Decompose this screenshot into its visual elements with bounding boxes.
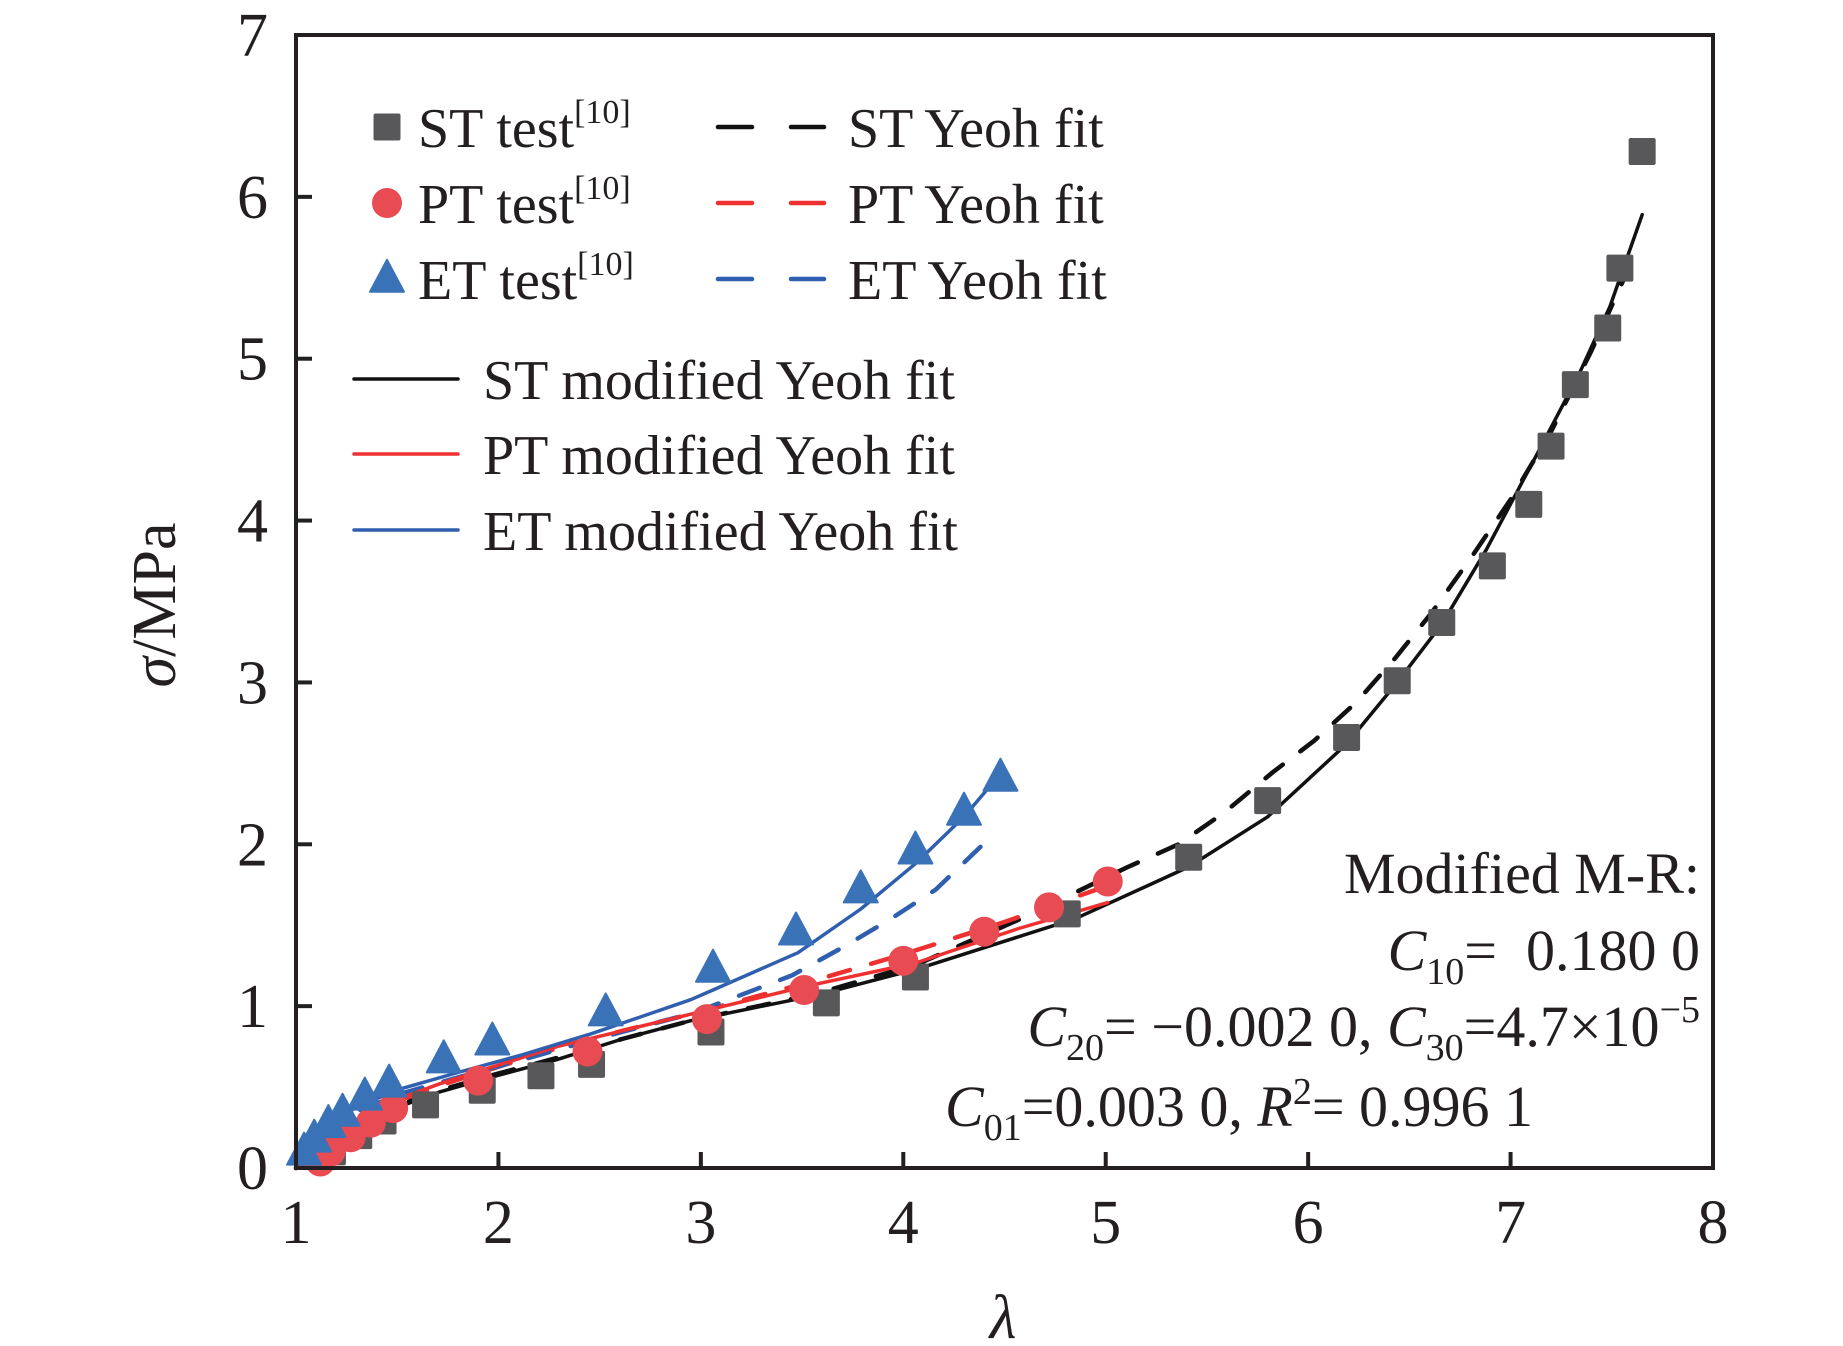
legend-item-st-modified-yeoh-fit: ST modified Yeoh fit xyxy=(352,350,955,412)
y-axis-symbol: σ xyxy=(121,654,189,687)
st-test-point xyxy=(1333,723,1361,751)
pt-test-point xyxy=(378,1093,409,1124)
st-test-point xyxy=(527,1062,555,1090)
legend-label: PT Yeoh fit xyxy=(848,174,1104,236)
pt-test-point xyxy=(572,1036,603,1067)
legend-label: ET modified Yeoh fit xyxy=(483,501,958,563)
st-test-point xyxy=(1628,138,1656,166)
pt-test-point xyxy=(789,974,820,1005)
st-test-point xyxy=(1383,667,1411,695)
y-tick-label: 1 xyxy=(237,973,268,1041)
et-test-point xyxy=(425,1039,462,1074)
legend-label: ST test[10] xyxy=(418,94,631,160)
y-axis: 0 1 2 3 4 5 6 7 xyxy=(237,2,312,1203)
et-test-point xyxy=(946,791,983,826)
legend-item-pt-modified-yeoh-fit: PT modified Yeoh fit xyxy=(352,425,955,487)
st-test-point xyxy=(1561,371,1589,399)
annotation-title: Modified M-R: xyxy=(1344,841,1700,906)
et-test-point xyxy=(897,830,934,865)
x-tick-label: 6 xyxy=(1293,1189,1324,1257)
y-tick-label: 5 xyxy=(237,326,268,394)
svg-text:σ/MPa: σ/MPa xyxy=(121,523,189,688)
y-tick-label: 4 xyxy=(237,488,268,556)
pt-test-point xyxy=(355,1107,386,1138)
y-tick-label: 0 xyxy=(237,1135,268,1203)
y-tick-label: 3 xyxy=(237,649,268,717)
y-tick-label: 2 xyxy=(237,811,268,879)
st-test-point xyxy=(1175,843,1203,871)
st-test-point xyxy=(1478,552,1506,580)
x-tick-label: 8 xyxy=(1698,1189,1729,1257)
model-parameters-annotation: Modified M-R: C10= 0.180 0 C20= −0.002 0… xyxy=(945,841,1700,1149)
st-test-point xyxy=(1606,254,1634,282)
pt-test-point xyxy=(691,1004,722,1035)
x-tick-label: 2 xyxy=(483,1189,514,1257)
legend: ST test[10] PT test[10] ET test[10] ST Yeoh… xyxy=(352,94,1107,563)
et-test-point xyxy=(474,1021,511,1056)
st-test-point xyxy=(1515,490,1543,518)
legend-item-pt-test: PT test[10] xyxy=(372,170,631,236)
et-test-point xyxy=(982,757,1019,792)
x-tick-label: 1 xyxy=(281,1189,312,1257)
x-axis: 1 2 3 4 5 6 7 8 xyxy=(281,1152,1729,1257)
et-test-point xyxy=(587,992,624,1027)
legend-label: ST Yeoh fit xyxy=(848,98,1104,160)
x-tick-label: 4 xyxy=(888,1189,919,1257)
pt-test-point xyxy=(969,916,1000,947)
x-tick-label: 3 xyxy=(685,1189,716,1257)
legend-label: PT test[10] xyxy=(418,170,631,236)
legend-item-st-test: ST test[10] xyxy=(373,94,631,160)
y-tick-label: 6 xyxy=(237,164,268,232)
triangle-marker-icon xyxy=(369,258,405,293)
y-axis-label: σ/MPa xyxy=(121,523,189,688)
square-marker-icon xyxy=(373,113,401,141)
x-axis-label: λ xyxy=(988,1284,1017,1346)
annotation-c20-c30: C20= −0.002 0, C30=4.7×10−5 xyxy=(1027,989,1700,1069)
legend-label: ET test[10] xyxy=(418,246,634,312)
pt-test-point xyxy=(463,1065,494,1096)
st-test-point xyxy=(1254,787,1282,815)
legend-item-et-yeoh-fit: ET Yeoh fit xyxy=(715,250,1107,312)
x-tick-label: 5 xyxy=(1090,1189,1121,1257)
legend-item-et-test: ET test[10] xyxy=(369,246,634,312)
st-test-point xyxy=(812,989,840,1017)
annotation-c10: C10= 0.180 0 xyxy=(1388,918,1700,993)
st-test-point xyxy=(1428,609,1456,637)
y-axis-unit: /MPa xyxy=(121,523,189,657)
annotation-c01-r2: C01=0.003 0, R2= 0.996 1 xyxy=(945,1071,1533,1149)
legend-label: ST modified Yeoh fit xyxy=(483,350,955,412)
y-tick-label: 7 xyxy=(237,2,268,70)
plot-frame xyxy=(294,33,1715,1170)
et-test-point xyxy=(371,1063,408,1098)
pt-test-point xyxy=(1034,892,1065,923)
st-yeoh-fit-line xyxy=(293,249,1639,1171)
data-markers xyxy=(286,138,1656,1177)
et-test-point xyxy=(842,869,879,904)
et-test-point xyxy=(777,911,814,946)
circle-marker-icon xyxy=(372,188,402,218)
legend-label: ET Yeoh fit xyxy=(848,250,1107,312)
legend-item-st-yeoh-fit: ST Yeoh fit xyxy=(715,98,1104,160)
legend-label: PT modified Yeoh fit xyxy=(483,425,955,487)
legend-item-et-modified-yeoh-fit: ET modified Yeoh fit xyxy=(352,501,958,563)
st-test-point xyxy=(412,1091,440,1119)
pt-test-point xyxy=(888,945,919,976)
et-test-point xyxy=(695,948,732,983)
st-test-point xyxy=(1594,314,1622,342)
x-tick-label: 7 xyxy=(1495,1189,1526,1257)
st-test-point xyxy=(1537,432,1565,460)
pt-test-point xyxy=(1092,866,1123,897)
legend-item-pt-yeoh-fit: PT Yeoh fit xyxy=(715,174,1104,236)
